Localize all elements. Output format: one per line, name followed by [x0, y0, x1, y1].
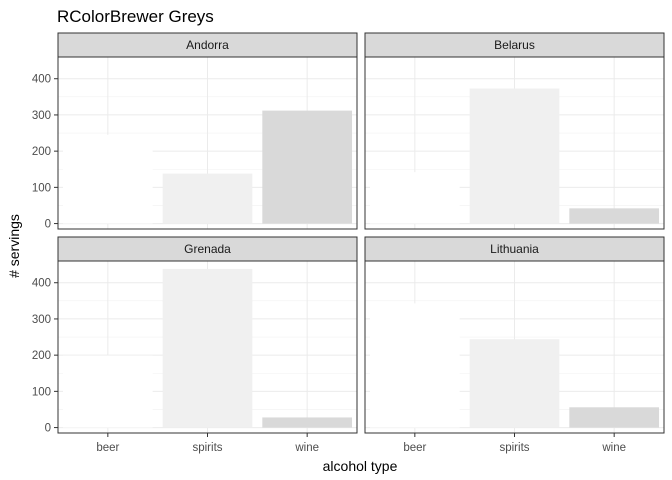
- y-tick-label: 300: [32, 110, 51, 122]
- bar-belarus-spirits: [469, 88, 560, 224]
- strip-belarus: [364, 32, 665, 58]
- y-tick-label: 0: [45, 219, 51, 231]
- panel-lithuania: Lithuania beer spirits wine: [364, 236, 665, 454]
- x-tick-label: spirits: [499, 442, 529, 454]
- bar-lithuania-spirits: [469, 339, 560, 428]
- x-tick-label: wine: [294, 442, 319, 454]
- y-tick-label: 300: [32, 314, 51, 326]
- bar-grenada-spirits: [162, 268, 253, 428]
- bar-andorra-spirits: [162, 173, 253, 224]
- panel-andorra: Andorra 0 100 200 300 400: [32, 32, 358, 231]
- y-tick-label: 200: [32, 146, 51, 158]
- strip-label-andorra: Andorra: [186, 38, 229, 52]
- panel-belarus: Belarus: [364, 32, 665, 230]
- bar-belarus-beer: [369, 172, 460, 224]
- bar-andorra-beer: [62, 134, 153, 224]
- x-axis-title: alcohol type: [323, 458, 398, 474]
- strip-lithuania: [364, 236, 665, 262]
- strip-andorra: [57, 32, 358, 58]
- y-axis-title: # servings: [6, 214, 22, 278]
- panel-border: [364, 56, 665, 230]
- x-tick-label: beer: [96, 442, 119, 454]
- y-tick-label: 200: [32, 350, 51, 362]
- chart-title: RColorBrewer Greys: [57, 7, 214, 26]
- x-tick-label: spirits: [192, 442, 222, 454]
- y-tick-label: 400: [32, 278, 51, 290]
- bar-andorra-wine: [262, 110, 353, 224]
- y-tick-label: 100: [32, 182, 51, 194]
- bar-lithuania-beer: [369, 303, 460, 428]
- panel-grenada: Grenada 0 100 200 300 400 beer spirits wine: [32, 236, 358, 454]
- bar-lithuania-wine: [569, 407, 660, 428]
- bar-grenada-beer: [62, 355, 153, 428]
- y-tick-label: 0: [45, 423, 51, 435]
- facet-panels: Andorra 0 100 200 300 400 Belarus Grenada 0 100 20…: [32, 32, 665, 454]
- x-tick-label: beer: [403, 442, 426, 454]
- panel-border: [57, 56, 358, 230]
- strip-label-grenada: Grenada: [184, 242, 231, 256]
- strip-label-belarus: Belarus: [494, 38, 535, 52]
- y-tick-label: 100: [32, 386, 51, 398]
- strip-label-lithuania: Lithuania: [490, 242, 539, 256]
- bar-grenada-wine: [262, 417, 353, 428]
- bar-belarus-wine: [569, 208, 660, 224]
- y-tick-label: 400: [32, 74, 51, 86]
- x-tick-label: wine: [601, 442, 626, 454]
